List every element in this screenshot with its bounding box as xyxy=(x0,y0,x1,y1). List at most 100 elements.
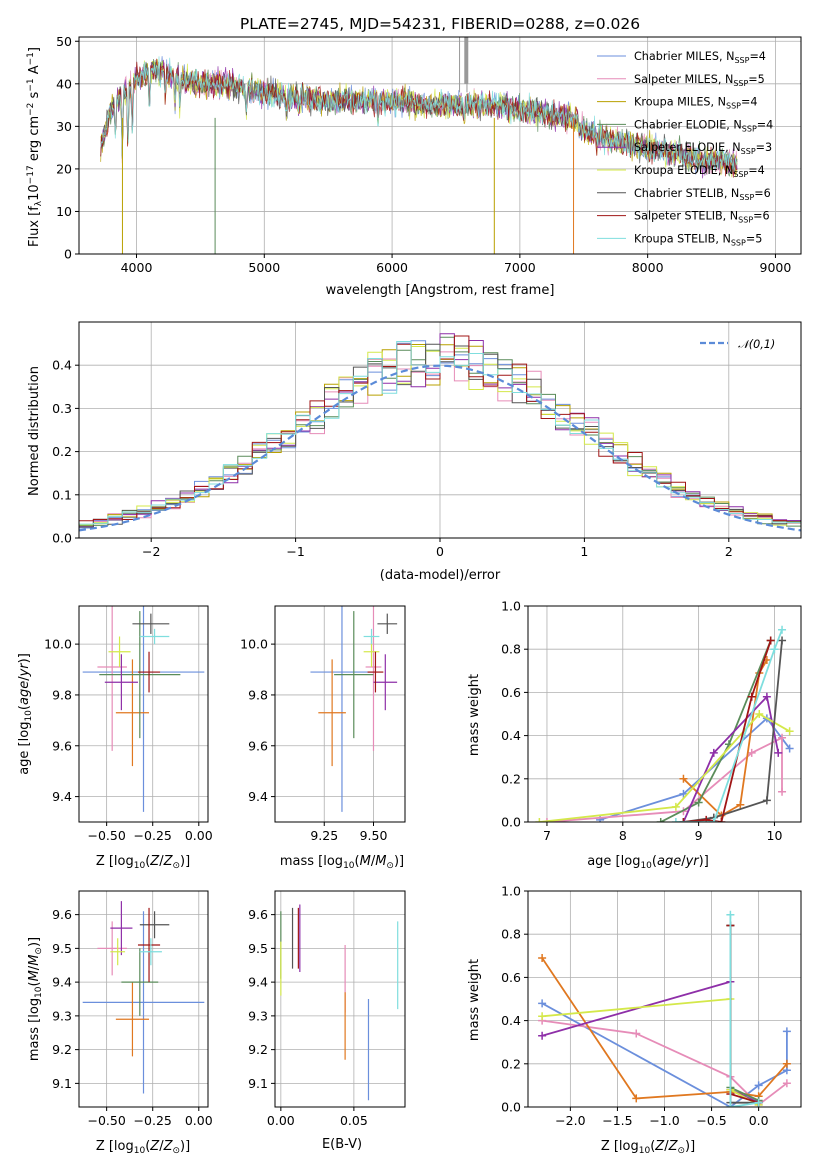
mass-weight-marker xyxy=(782,1079,791,1088)
mass-weight-line xyxy=(729,914,759,1107)
y-tick-label: 1.0 xyxy=(501,884,521,899)
y-tick-label: 10 xyxy=(56,204,72,219)
normal-curve xyxy=(79,364,801,532)
p8-xlabel: Z [log10(Z/Z⊙)] xyxy=(601,1139,695,1156)
y-tick-label: 30 xyxy=(56,119,72,134)
histogram-xlabel: (data-model)/error xyxy=(380,568,501,583)
mass-weight-marker xyxy=(538,1031,547,1040)
plot-area xyxy=(82,606,205,812)
y-tick-label: 1.0 xyxy=(501,599,521,614)
x-tick-label: −2.0 xyxy=(555,1113,585,1128)
y-tick-label: 0.8 xyxy=(501,642,521,657)
y-tick-label: 0.2 xyxy=(501,1056,521,1071)
mass-weight-marker xyxy=(542,818,551,822)
mass-weight-marker xyxy=(717,818,726,822)
mass-weight-marker xyxy=(632,1094,641,1103)
mass-weight-marker xyxy=(736,800,745,809)
y-tick-label: 9.4 xyxy=(52,789,72,804)
y-tick-label: 0.6 xyxy=(501,970,521,985)
y-tick-label: 9.1 xyxy=(52,1076,72,1091)
y-tick-label: 9.2 xyxy=(52,1042,72,1057)
mass-weight-line xyxy=(683,640,772,822)
y-tick-label: 9.1 xyxy=(248,1076,268,1091)
y-tick-label: 0.0 xyxy=(52,531,72,546)
mass-weight-marker xyxy=(726,1103,735,1107)
mass-weight-line xyxy=(729,925,759,1102)
mass-weight-marker xyxy=(538,999,547,1008)
y-tick-label: 50 xyxy=(56,34,72,49)
y-tick-label: 0.2 xyxy=(501,771,521,786)
x-tick-label: 2 xyxy=(725,544,733,559)
x-tick-label: 9000 xyxy=(760,260,792,275)
y-tick-label: 9.5 xyxy=(52,941,72,956)
legend-value: =3 xyxy=(756,141,773,154)
mass-weight-marker xyxy=(785,744,794,753)
p6-xlabel: Z [log10(Z/Z⊙)] xyxy=(96,1139,190,1156)
masked-region xyxy=(464,37,469,84)
mass-weight-marker xyxy=(766,636,775,645)
p4-xlabel: mass [log10(M/M⊙)] xyxy=(280,854,404,871)
y-tick-label: 0.8 xyxy=(501,927,521,942)
p5-xlabel: age [log10(age/yr)] xyxy=(587,854,709,871)
grid-lines xyxy=(275,891,405,1107)
legend-label: Chabrier MILES, NSSP=4 xyxy=(634,50,766,65)
x-tick-label: 0.00 xyxy=(185,1113,213,1128)
x-tick-label: −0.25 xyxy=(134,828,172,843)
legend-subscript: SSP xyxy=(738,216,753,225)
legend-label: Kroupa ELODIE, NSSP=4 xyxy=(634,164,765,179)
mass-weight-marker xyxy=(754,1081,763,1090)
y-tick-label: 0.1 xyxy=(52,487,72,502)
plot-area xyxy=(100,37,738,254)
legend-value: =5 xyxy=(748,73,765,86)
legend-value: =4 xyxy=(757,118,774,131)
p8-ylabel: mass weight xyxy=(467,959,482,1041)
x-tick-label: 9.25 xyxy=(310,828,338,843)
y-tick-label: 9.5 xyxy=(248,941,268,956)
legend-label: Salpeter STELIB, NSSP=6 xyxy=(634,210,770,225)
grid-lines xyxy=(275,606,405,822)
mass-weight-line xyxy=(546,736,783,822)
mass-weight-vs-metallicity-panel: −2.0 −1.5 −1.0 −0.5 0.0 0.0 0.2 0.4 0.6 0.8 1.0 xyxy=(501,884,802,1128)
x-tick-label: −1.5 xyxy=(602,1113,632,1128)
y-tick-label: 0.4 xyxy=(501,728,521,743)
legend-value: =4 xyxy=(741,96,758,109)
y-tick-label: 9.6 xyxy=(248,738,268,753)
mass-weight-marker xyxy=(656,818,665,822)
axes-frame xyxy=(78,36,802,255)
legend-subscript: SSP xyxy=(742,124,757,133)
mass-weight-marker xyxy=(785,727,794,736)
mass-weight-marker xyxy=(679,774,688,783)
mass-weight-marker xyxy=(702,815,711,822)
y-tick-label: 9.3 xyxy=(52,1008,72,1023)
legend-label: Salpeter MILES, NSSP=5 xyxy=(634,73,765,88)
spectrum-line xyxy=(100,56,738,173)
y-tick-label: 9.6 xyxy=(248,907,268,922)
legend-label: Kroupa MILES, NSSP=4 xyxy=(634,96,757,111)
mass-weight-line xyxy=(675,629,783,822)
mass-weight-marker xyxy=(774,748,783,757)
x-tick-label: 0.00 xyxy=(185,828,213,843)
axes-frame xyxy=(78,605,209,823)
plot-area xyxy=(310,606,398,812)
legend-subscript: SSP xyxy=(734,56,749,65)
legend-label: Kroupa STELIB, NSSP=5 xyxy=(634,232,762,247)
y-tick-label: 9.6 xyxy=(52,738,72,753)
mass-weight-marker xyxy=(747,748,756,757)
mass-weight-marker xyxy=(694,798,703,807)
plot-area xyxy=(280,904,399,1101)
plot-area xyxy=(538,910,791,1107)
p3-ylabel: age [log10(age/yr)] xyxy=(17,653,34,775)
x-tick-label: −1.0 xyxy=(649,1113,679,1128)
mass-weight-line xyxy=(660,640,772,822)
y-tick-label: 0.2 xyxy=(52,444,72,459)
mass-weight-marker xyxy=(726,910,735,919)
mass-weight-marker xyxy=(679,789,688,798)
mass-weight-marker xyxy=(632,1029,641,1038)
legend-subscript: SSP xyxy=(733,79,748,88)
x-tick-label: 0.0 xyxy=(749,1113,769,1128)
mass-weight-line xyxy=(729,925,759,1104)
y-tick-label: 10.0 xyxy=(44,637,72,652)
mass-weight-marker xyxy=(762,796,771,805)
p5-ylabel: mass weight xyxy=(467,674,482,756)
